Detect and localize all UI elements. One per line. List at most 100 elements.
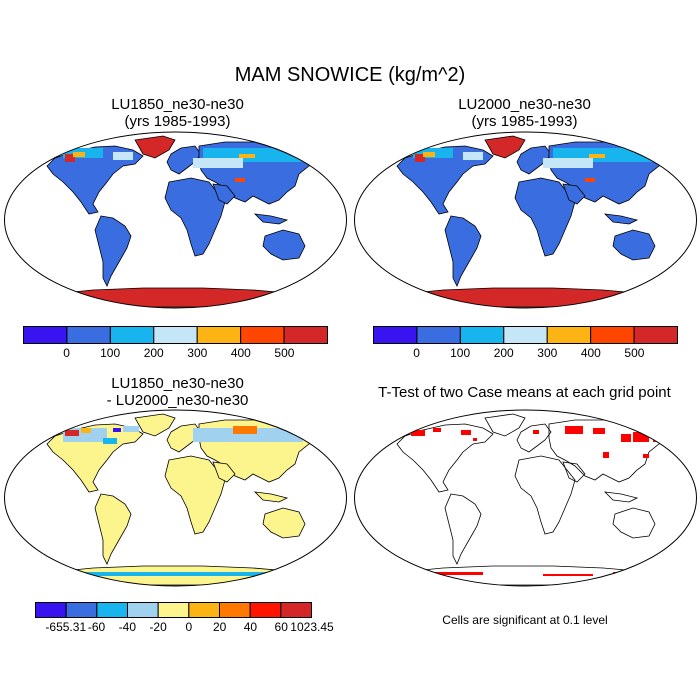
continent-indonesia	[603, 491, 639, 503]
diff-patch	[113, 428, 121, 432]
colorbar-tick-label: 40	[243, 620, 258, 634]
panel-title-ttest: T-Test of two Case means at each grid po…	[352, 384, 697, 401]
continent-africa	[514, 455, 576, 535]
colorbar-swatch	[157, 602, 190, 618]
colorbar-swatch	[416, 326, 461, 344]
snow-patch	[423, 152, 435, 157]
colorbar-swatch	[280, 602, 312, 618]
colorbar-tick-label: 1023.45	[290, 620, 334, 634]
snow-patch	[415, 154, 425, 162]
significant-cell	[565, 426, 583, 434]
panel-title-line1: LU1850_ne30-ne30	[111, 96, 244, 113]
continent-southAmerica	[94, 493, 132, 565]
colorbar-labels-abs-right: 0 100 200 300 400 500	[373, 346, 678, 362]
colorbar-tick-label: 400	[580, 346, 601, 360]
colorbar-labels-abs-left: 0 100 200 300 400 500	[23, 346, 328, 362]
panel-title-line2: (yrs 1985-1993)	[124, 113, 231, 130]
colorbar-swatch	[96, 602, 128, 618]
continent-africa	[164, 177, 226, 257]
continent-australia	[262, 507, 306, 539]
map-difference	[4, 409, 347, 587]
diff-patch	[63, 572, 303, 576]
colorbar-tick-label: 300	[537, 346, 558, 360]
significant-cell	[653, 436, 661, 442]
colorbar-swatch	[546, 326, 592, 344]
panel-title-line1: LU1850_ne30-ne30	[111, 375, 244, 392]
colorbar-tick-label: 500	[624, 346, 645, 360]
map-lu2000	[354, 131, 697, 309]
colorbar-swatch	[66, 326, 111, 344]
continent-indonesia	[253, 213, 289, 225]
panel-title-diff: LU1850_ne30-ne30 - LU2000_ne30-ne30	[5, 375, 350, 409]
continent-northAmerica	[396, 145, 494, 215]
colorbar-swatch	[65, 602, 98, 618]
colorbar-swatch	[188, 602, 220, 618]
snow-patch	[463, 152, 483, 160]
snow-patch	[653, 152, 677, 162]
map-border	[354, 409, 697, 587]
colorbar-abs-left	[23, 326, 328, 344]
snow-patch	[239, 154, 255, 158]
continent-indonesia	[253, 491, 289, 503]
panel-title-line2: - LU2000_ne30-ne30	[106, 392, 249, 409]
snow-patch	[235, 178, 245, 182]
significant-cell	[533, 430, 539, 434]
continent-arabia	[212, 461, 236, 483]
figure-title: MAM SNOWICE (kg/m^2)	[234, 64, 466, 86]
continent-arabia	[562, 183, 586, 205]
snow-patch	[308, 154, 318, 160]
colorbar-tick-label: -40	[118, 620, 136, 634]
colorbar-swatch	[109, 326, 155, 344]
colorbar-tick-label: 300	[187, 346, 208, 360]
colorbar-swatch	[196, 326, 242, 344]
significant-cell	[411, 430, 425, 436]
colorbar-swatch	[153, 326, 198, 344]
snow-patch	[589, 154, 605, 158]
significant-cell	[473, 438, 477, 441]
colorbar-swatch	[503, 326, 548, 344]
continent-northAmerica	[46, 145, 144, 215]
snow-patch	[303, 152, 327, 162]
significant-cell	[543, 574, 593, 576]
map-border	[354, 131, 697, 309]
colorbar-swatch	[283, 326, 328, 344]
diff-patch	[253, 434, 283, 442]
continent-europe	[516, 423, 552, 453]
colorbar-tick-label: 100	[100, 346, 121, 360]
significant-cell	[423, 572, 483, 575]
significant-cell	[633, 432, 649, 442]
continent-southAmerica	[94, 215, 132, 287]
continent-africa	[164, 455, 226, 535]
snow-patch	[65, 154, 75, 162]
colorbar-swatch	[219, 602, 251, 618]
continent-africa	[514, 177, 576, 257]
colorbar-diff	[35, 602, 312, 618]
continent-southAmerica	[444, 493, 482, 565]
continent-australia	[612, 229, 656, 261]
colorbar-swatch	[459, 326, 505, 344]
map-ttest	[354, 409, 697, 587]
colorbar-swatch	[249, 602, 282, 618]
colorbar-tick-label: 200	[143, 346, 164, 360]
colorbar-swatch	[127, 602, 159, 618]
snow-patch	[73, 152, 85, 157]
colorbar-tick-label: 500	[274, 346, 295, 360]
colorbar-tick-label: 100	[450, 346, 471, 360]
panel-title-lu2000: LU2000_ne30-ne30 (yrs 1985-1993)	[352, 96, 697, 130]
diff-patch	[233, 426, 257, 434]
significant-cell	[593, 428, 605, 434]
continent-arabia	[562, 461, 586, 483]
map-background	[354, 410, 697, 586]
panel-title-line1: LU2000_ne30-ne30	[458, 96, 591, 113]
map-lu1850	[4, 131, 347, 309]
colorbar-tick-label: -20	[149, 620, 167, 634]
colorbar-tick-label: 0	[63, 346, 70, 360]
significance-note: Cells are significant at 0.1 level	[442, 613, 608, 627]
diff-patch	[81, 428, 91, 433]
continent-greenland	[484, 413, 526, 437]
continent-greenland	[484, 135, 526, 159]
colorbar-tick-label: 0	[413, 346, 420, 360]
continent-europe	[516, 145, 552, 175]
map-border	[4, 131, 347, 309]
colorbar-swatch	[590, 326, 635, 344]
